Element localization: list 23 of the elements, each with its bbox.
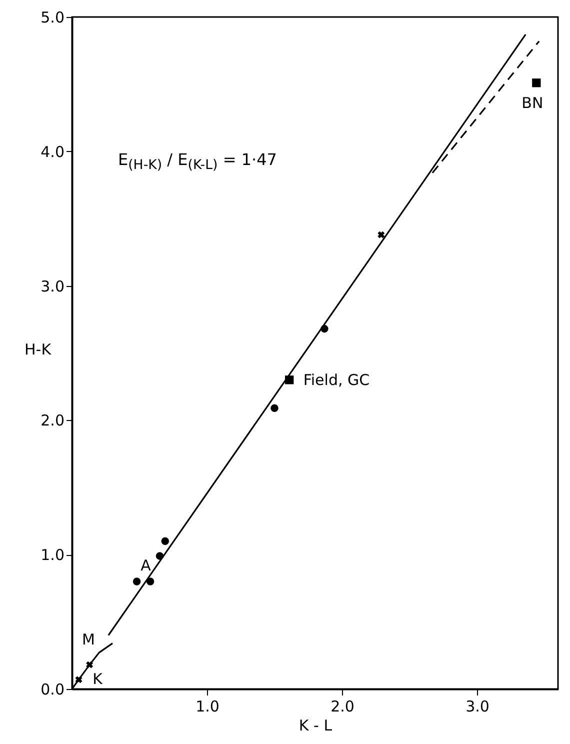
y-tick-label: 5.0	[40, 8, 64, 26]
y-tick-label: 1.0	[40, 546, 64, 564]
y-tick-label: 0.0	[40, 680, 64, 698]
x-tick-label: 3.0	[466, 698, 490, 716]
point	[161, 537, 170, 546]
annotation: A	[140, 556, 152, 574]
y-tick-label: 2.0	[40, 412, 64, 430]
annotation: Field, GC	[303, 370, 370, 389]
annotation: E$_{(H-K)}$ / E$_{(K-L)}$ = 1·47	[118, 150, 277, 174]
annotation: M	[82, 630, 95, 648]
y-tick-label: 4.0	[40, 142, 64, 161]
y-tick-label: 3.0	[40, 277, 64, 296]
point	[270, 404, 278, 412]
annotation: BN	[522, 94, 544, 112]
point	[132, 578, 141, 586]
x-tick-label: 1.0	[196, 698, 220, 716]
point	[378, 231, 385, 238]
annotation: K	[92, 670, 104, 688]
x-axis-title: K - L	[298, 716, 333, 734]
point	[532, 78, 541, 88]
y-axis-title: H-K	[24, 340, 52, 358]
x-tick-label: 2.0	[330, 698, 354, 716]
point	[146, 578, 154, 586]
